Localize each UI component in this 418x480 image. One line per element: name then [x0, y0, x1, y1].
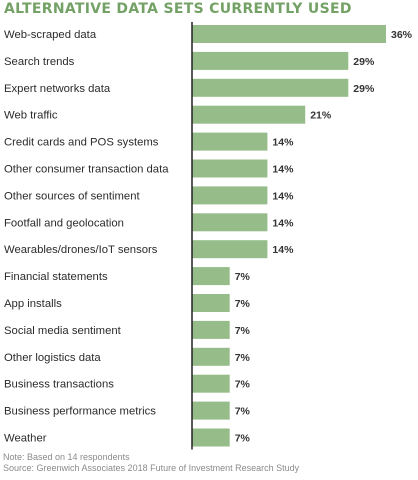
chart-title: ALTERNATIVE DATA SETS CURRENTLY USED — [4, 1, 352, 17]
value-label-social-media-sentiment: 7% — [235, 325, 251, 337]
value-label-web-traffic: 21% — [310, 110, 332, 122]
category-label-web-traffic: Web traffic — [4, 110, 58, 122]
bar-credit-cards-and-pos-systems — [192, 132, 268, 151]
value-label-other-sources-of-sentiment: 14% — [272, 190, 294, 202]
bars-layer — [192, 25, 386, 447]
bar-business-transactions — [192, 374, 230, 393]
category-label-business-transactions: Business transactions — [4, 379, 114, 391]
bar-social-media-sentiment — [192, 320, 230, 339]
value-label-credit-cards-and-pos-systems: 14% — [272, 137, 294, 149]
category-label-other-logistics-data: Other logistics data — [4, 352, 101, 364]
category-label-app-installs: App installs — [4, 298, 62, 310]
value-label-business-performance-metrics: 7% — [235, 406, 251, 418]
category-label-financial-statements: Financial statements — [4, 271, 108, 283]
bar-business-performance-metrics — [192, 401, 230, 420]
value-label-weather: 7% — [235, 433, 251, 445]
bar-search-trends — [192, 51, 349, 70]
value-label-wearables-drones-iot-sensors: 14% — [272, 244, 294, 256]
bar-financial-statements — [192, 267, 230, 286]
value-labels-layer: 36% 29% 29% 21% 14% 14% 14% 14% 14% 7% 7% 7% 7% 7% 7% 7… — [235, 29, 413, 445]
bar-other-sources-of-sentiment — [192, 186, 268, 205]
value-label-other-logistics-data: 7% — [235, 352, 251, 364]
bar-expert-networks-data — [192, 78, 349, 97]
value-label-business-transactions: 7% — [235, 379, 251, 391]
bar-web-scraped-data — [192, 25, 386, 43]
bar-wearables-drones-iot-sensors — [192, 240, 268, 259]
category-label-other-sources-of-sentiment: Other sources of sentiment — [4, 190, 140, 202]
category-label-credit-cards-and-pos-systems: Credit cards and POS systems — [4, 137, 159, 149]
category-label-web-scraped-data: Web-scraped data — [4, 29, 97, 41]
bar-web-traffic — [192, 105, 306, 124]
bar-weather — [192, 428, 230, 447]
bar-other-logistics-data — [192, 347, 230, 366]
value-label-expert-networks-data: 29% — [353, 83, 375, 95]
bar-app-installs — [192, 294, 230, 312]
category-labels-layer: Web-scraped data Search trends Expert netw… — [4, 29, 169, 445]
category-label-wearables-drones-iot-sensors: Wearables/drones/IoT sensors — [4, 244, 158, 256]
bar-chart: Web-scraped data Search trends Expert netw… — [4, 22, 413, 450]
category-label-other-consumer-transaction-data: Other consumer transaction data — [4, 164, 169, 176]
category-label-footfall-and-geolocation: Footfall and geolocation — [4, 217, 124, 229]
category-label-business-performance-metrics: Business performance metrics — [4, 406, 156, 418]
bar-footfall-and-geolocation — [192, 213, 268, 232]
category-label-weather: Weather — [4, 433, 47, 445]
chart-notes: Note: Based on 14 respondents Source: Gr… — [3, 452, 299, 474]
value-label-other-consumer-transaction-data: 14% — [272, 164, 294, 176]
source-text: Source: Greenwich Associates 2018 Future… — [3, 463, 300, 473]
category-label-expert-networks-data: Expert networks data — [4, 83, 111, 95]
value-label-search-trends: 29% — [353, 56, 375, 68]
note-text: Note: Based on 14 respondents — [3, 452, 130, 462]
category-label-social-media-sentiment: Social media sentiment — [4, 325, 122, 337]
category-label-search-trends: Search trends — [4, 56, 75, 68]
value-label-web-scraped-data: 36% — [391, 29, 413, 41]
bar-other-consumer-transaction-data — [192, 159, 268, 178]
value-label-app-installs: 7% — [235, 298, 251, 310]
value-label-financial-statements: 7% — [235, 271, 251, 283]
value-label-footfall-and-geolocation: 14% — [272, 217, 294, 229]
